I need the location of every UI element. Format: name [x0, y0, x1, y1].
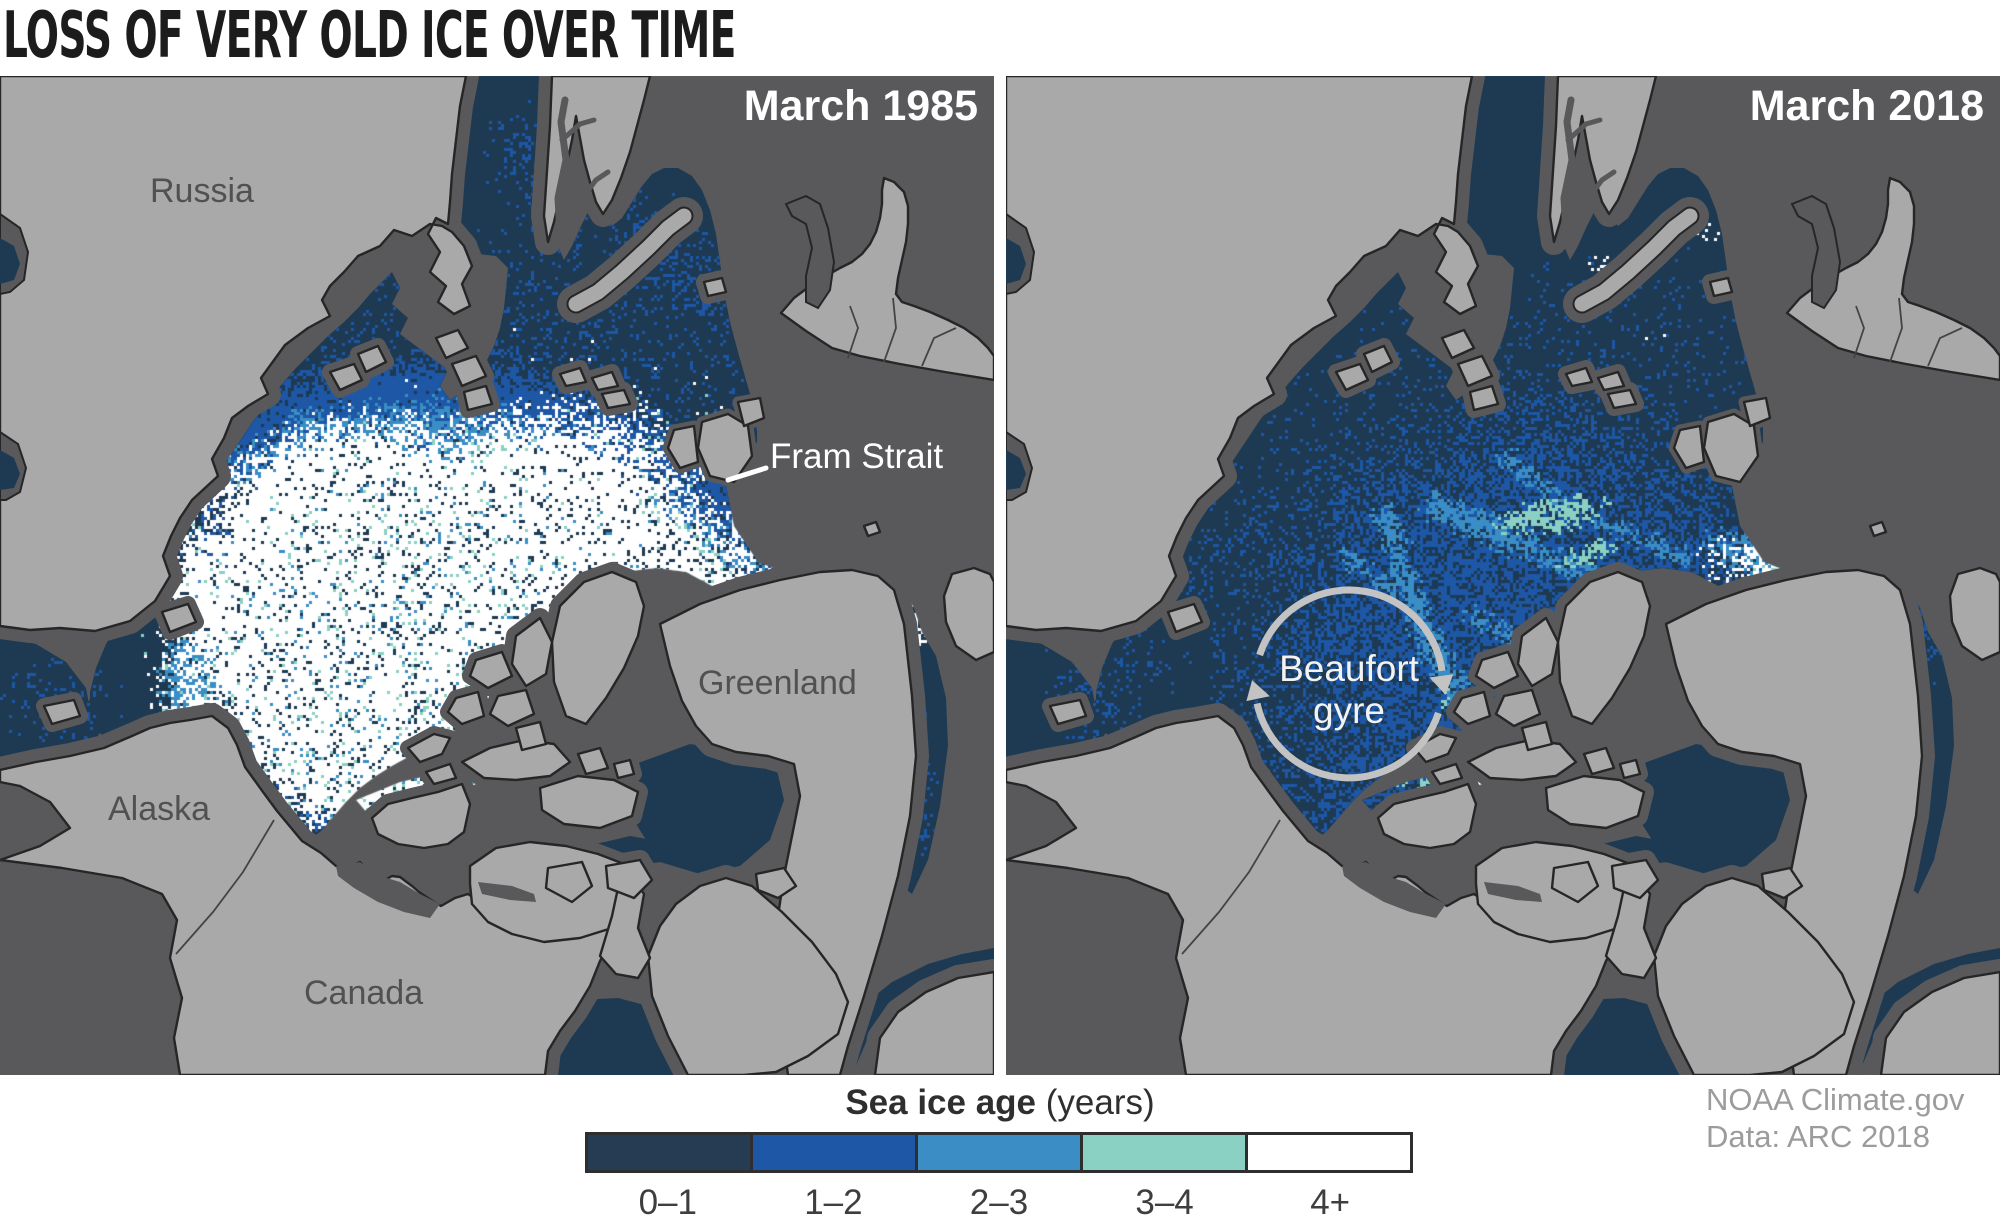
map-panel-1985: Russia Alaska Canada Greenland Fram Stra…: [0, 76, 994, 1075]
beaufort-gyre-arrows: [1246, 586, 1454, 782]
legend-tick-0–1: 0–1: [638, 1183, 697, 1222]
annotation-fram-strait: Fram Strait: [770, 437, 944, 476]
place-label-greenland: Greenland: [698, 664, 857, 702]
legend-tick-labels: 0–1 1–2 2–3 3–4 4+: [585, 1183, 1413, 1223]
place-label-canada: Canada: [304, 974, 424, 1012]
beaufort-gyre-label-line2: gyre: [1313, 690, 1385, 731]
legend-tick-1–2: 1–2: [804, 1183, 863, 1222]
place-label-russia: Russia: [150, 172, 254, 210]
legend-swatch-4+: [1248, 1135, 1410, 1170]
credits: NOAA Climate.gov Data: ARC 2018: [1706, 1081, 1964, 1155]
annotation-beaufort-gyre: Beaufort gyre: [1258, 648, 1440, 732]
legend-swatch-3–4: [1083, 1135, 1248, 1170]
legend-swatch-2–3: [918, 1135, 1083, 1170]
fram-strait-pointer-line: [725, 465, 769, 483]
legend-swatch-1–2: [753, 1135, 918, 1170]
credit-source: NOAA Climate.gov: [1706, 1082, 1965, 1117]
map-panel-2018: Beaufort gyre March 2018: [1006, 76, 2000, 1075]
credit-data: Data: ARC 2018: [1706, 1119, 1931, 1154]
legend-row: Sea ice age (years) 0–1 1–2 2–3 3–4 4+ NOAA …: [0, 1075, 2000, 1226]
annotation-layer-1985: [725, 465, 769, 483]
date-label-1985: March 1985: [743, 82, 978, 130]
arctic-basemap-1985: [0, 76, 994, 1075]
maps-row: Russia Alaska Canada Greenland Fram Stra…: [0, 76, 2000, 1075]
date-label-2018: March 2018: [1749, 82, 1984, 130]
legend-swatch-0–1: [588, 1135, 753, 1170]
beaufort-gyre-label-line1: Beaufort: [1279, 648, 1419, 689]
legend-title: Sea ice age (years): [845, 1083, 1155, 1122]
legend-color-bar: [585, 1132, 1413, 1173]
page-title: LOSS OF VERY OLD ICE OVER TIME: [3, 0, 736, 73]
place-label-alaska: Alaska: [108, 790, 211, 828]
annotation-layer-2018: [1246, 586, 1454, 782]
legend-tick-4+: 4+: [1310, 1183, 1351, 1222]
arctic-basemap-2018: [1006, 76, 2000, 1075]
legend-tick-3–4: 3–4: [1135, 1183, 1194, 1222]
legend-tick-2–3: 2–3: [969, 1183, 1029, 1222]
